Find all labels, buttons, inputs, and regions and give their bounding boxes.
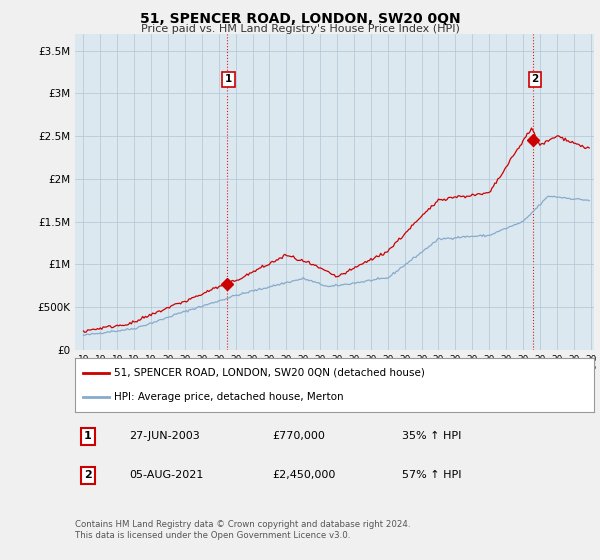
Text: £770,000: £770,000 — [272, 431, 325, 441]
Text: 1: 1 — [84, 431, 92, 441]
Text: 51, SPENCER ROAD, LONDON, SW20 0QN (detached house): 51, SPENCER ROAD, LONDON, SW20 0QN (deta… — [114, 368, 425, 378]
Text: 27-JUN-2003: 27-JUN-2003 — [130, 431, 200, 441]
Text: Contains HM Land Registry data © Crown copyright and database right 2024.
This d: Contains HM Land Registry data © Crown c… — [75, 520, 410, 540]
Text: 2: 2 — [84, 470, 92, 480]
Text: Price paid vs. HM Land Registry's House Price Index (HPI): Price paid vs. HM Land Registry's House … — [140, 24, 460, 34]
Text: 35% ↑ HPI: 35% ↑ HPI — [402, 431, 461, 441]
Text: 05-AUG-2021: 05-AUG-2021 — [130, 470, 204, 480]
Text: 1: 1 — [225, 74, 232, 85]
Text: £2,450,000: £2,450,000 — [272, 470, 335, 480]
Text: 2: 2 — [531, 74, 538, 85]
Text: HPI: Average price, detached house, Merton: HPI: Average price, detached house, Mert… — [114, 392, 344, 402]
Text: 51, SPENCER ROAD, LONDON, SW20 0QN: 51, SPENCER ROAD, LONDON, SW20 0QN — [140, 12, 460, 26]
Text: 57% ↑ HPI: 57% ↑ HPI — [402, 470, 461, 480]
